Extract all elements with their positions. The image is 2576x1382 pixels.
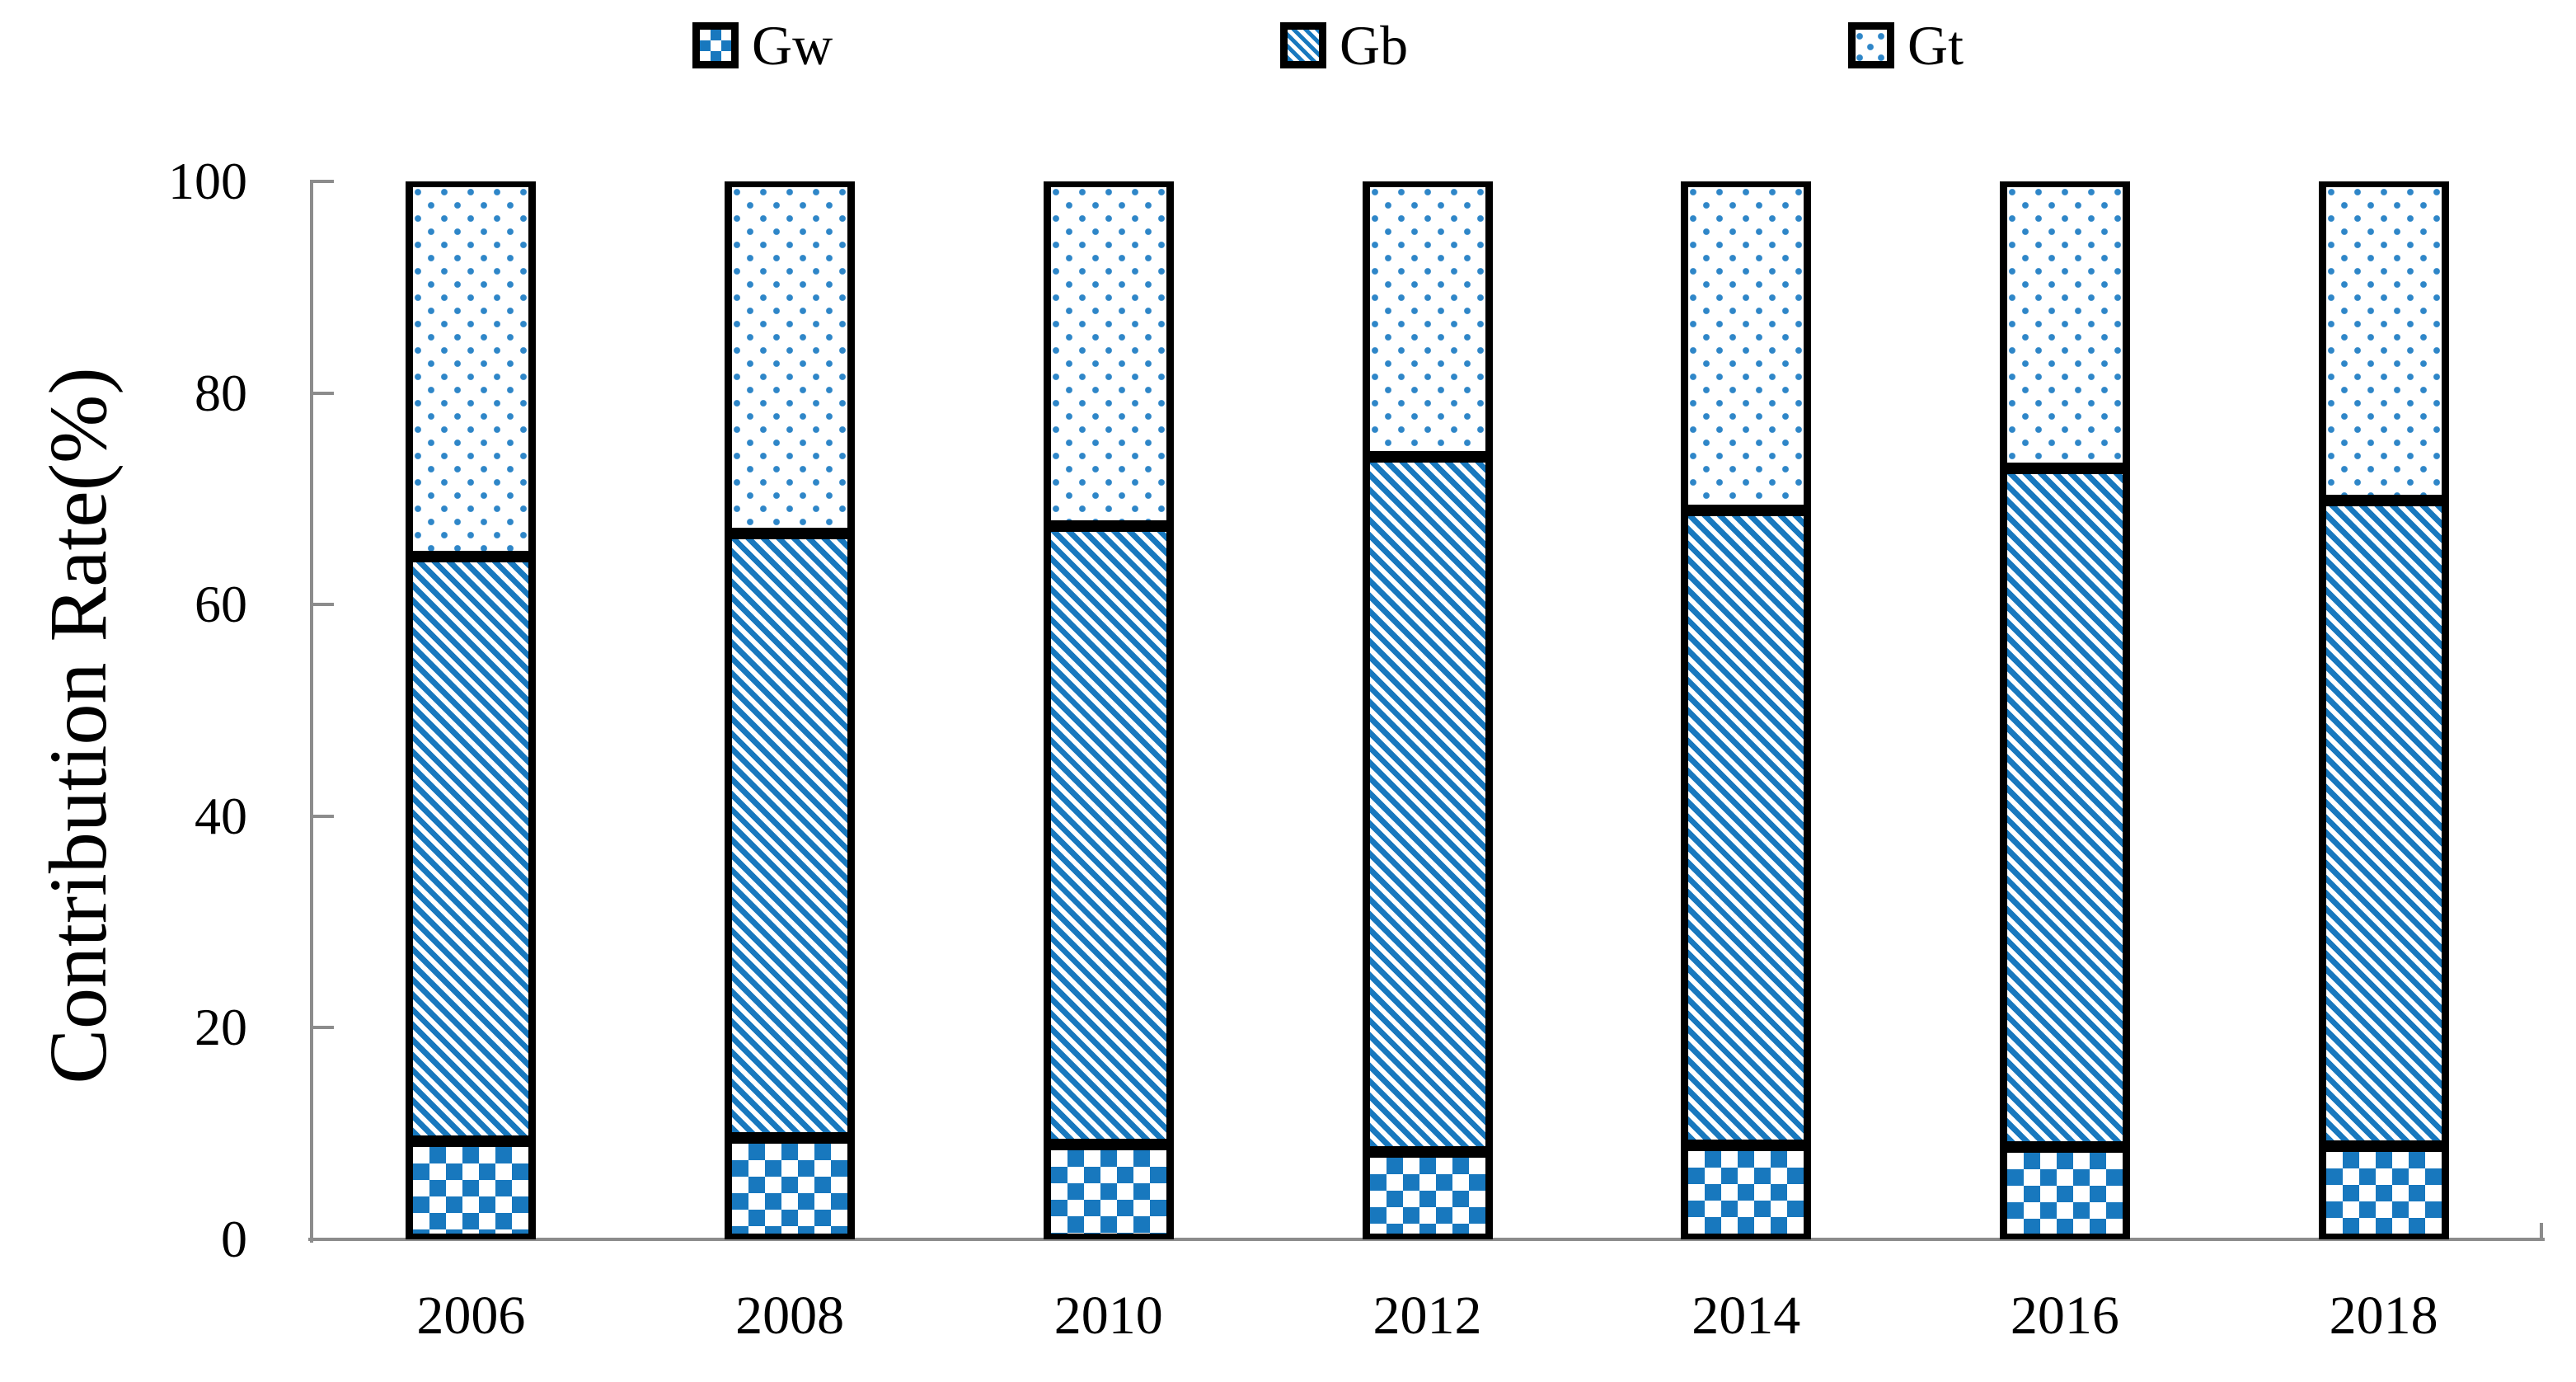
bar-2008-gw-segment — [725, 1137, 856, 1239]
x-axis-line — [308, 1238, 2545, 1241]
legend-label-gw: Gw — [752, 14, 833, 77]
x-category-label-2016: 2016 — [2010, 1286, 2119, 1346]
legend-label-gt: Gt — [1907, 14, 1964, 77]
bar-2014-gb-segment — [1681, 510, 1812, 1145]
bar-2006-gb-segment — [406, 557, 537, 1141]
bar-2012-gw-segment — [1362, 1151, 1493, 1239]
bar-2008-gb-segment — [725, 534, 856, 1138]
bar-2018-gt-segment — [2318, 181, 2449, 501]
checker-pattern-swatch-icon — [692, 22, 739, 68]
y-axis-tick-20 — [312, 1026, 334, 1030]
x-category-label-2018: 2018 — [2329, 1286, 2438, 1346]
legend-label-gb: Gb — [1340, 14, 1409, 77]
bar-2006-gt-segment — [406, 181, 537, 557]
bar-2014-gw-segment — [1681, 1145, 1812, 1239]
bar-2010-gb-segment — [1043, 526, 1174, 1145]
x-category-label-2012: 2012 — [1372, 1286, 1482, 1346]
y-tick-label-0: 0 — [221, 1210, 247, 1268]
legend-item-gb: Gb — [1280, 16, 1408, 74]
bar-2012-gt-segment — [1362, 181, 1493, 457]
bar-2018-gb-segment — [2318, 501, 2449, 1147]
bar-2010-gt-segment — [1043, 181, 1174, 527]
bar-2016-gb-segment — [1999, 468, 2130, 1148]
y-axis-tick-60 — [312, 603, 334, 607]
y-axis-tick-100 — [312, 180, 334, 183]
y-tick-label-20: 20 — [195, 998, 247, 1057]
dot-pattern-swatch-icon — [1848, 22, 1894, 68]
legend-item-gw: Gw — [692, 16, 833, 74]
y-tick-label-80: 80 — [195, 363, 247, 422]
x-category-label-2010: 2010 — [1053, 1286, 1163, 1346]
bar-2008-gt-segment — [725, 181, 856, 534]
legend-item-gt: Gt — [1848, 16, 1964, 74]
y-axis-tick-0 — [312, 1238, 334, 1241]
y-axis-tick-40 — [312, 814, 334, 818]
y-tick-label-100: 100 — [168, 152, 247, 210]
y-axis-tick-80 — [312, 391, 334, 395]
x-category-label-2008: 2008 — [735, 1286, 845, 1346]
bar-2016-gw-segment — [1999, 1147, 2130, 1239]
y-axis-line — [310, 180, 313, 1243]
bar-2018-gw-segment — [2318, 1146, 2449, 1239]
x-category-label-2014: 2014 — [1692, 1286, 1801, 1346]
x-category-label-2006: 2006 — [416, 1286, 526, 1346]
y-tick-label-60: 60 — [195, 575, 247, 634]
bar-2010-gw-segment — [1043, 1144, 1174, 1239]
diagonal-stripe-pattern-swatch-icon — [1280, 22, 1326, 68]
bar-2016-gt-segment — [1999, 181, 2130, 468]
bar-2006-gw-segment — [406, 1140, 537, 1239]
y-tick-label-40: 40 — [195, 786, 247, 845]
x-axis-end-tick — [2540, 1223, 2543, 1239]
y-axis-title: Contribution Rate(%) — [32, 367, 124, 1084]
plot-area — [308, 180, 2545, 1243]
bar-2014-gt-segment — [1681, 181, 1812, 511]
bar-2012-gb-segment — [1362, 456, 1493, 1152]
